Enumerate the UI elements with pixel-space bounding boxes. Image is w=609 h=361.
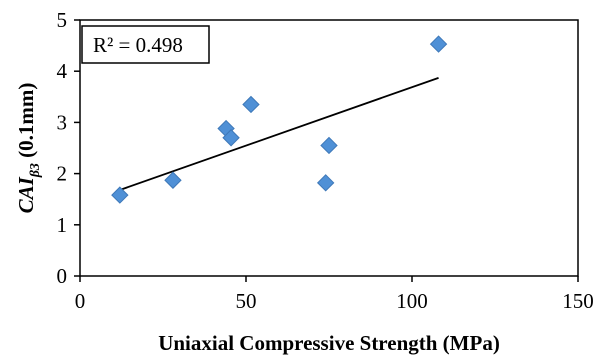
data-point [320, 136, 338, 155]
y-tick-label: 1 [57, 213, 68, 237]
y-axis-ticks: 0 1 2 3 4 5 [57, 8, 80, 288]
data-point [111, 186, 129, 204]
r-squared-annotation: R² = 0.498 [81, 25, 210, 64]
data-points [111, 35, 448, 204]
x-tick-label: 150 [562, 289, 594, 313]
y-tick-label: 4 [57, 59, 68, 83]
r-squared-box [81, 25, 210, 64]
data-point [222, 129, 240, 147]
plot-area-frame [79, 19, 579, 277]
data-point [429, 35, 448, 53]
data-point [164, 171, 182, 189]
x-tick-label: 0 [75, 289, 86, 313]
y-axis-title-subscript: β3 [28, 163, 43, 178]
y-axis-title-main: CAI [14, 176, 38, 213]
trendline [119, 77, 439, 191]
y-axis-title-unit: (0.1mm) [14, 83, 38, 163]
y-tick-label: 2 [57, 162, 68, 186]
data-point [316, 174, 335, 192]
y-axis-title: CAIβ3 (0.1mm) [14, 83, 43, 214]
x-tick-label: 100 [396, 289, 428, 313]
x-axis-title: Uniaxial Compressive Strength (MPa) [158, 331, 500, 355]
y-tick-label: 3 [57, 110, 68, 134]
y-tick-label: 5 [57, 8, 68, 32]
r-squared-label: R² = 0.498 [93, 33, 183, 57]
x-axis-ticks: 0 50 100 150 [75, 276, 594, 313]
data-point [242, 95, 260, 114]
y-tick-label: 0 [57, 264, 68, 288]
x-tick-label: 50 [236, 289, 257, 313]
